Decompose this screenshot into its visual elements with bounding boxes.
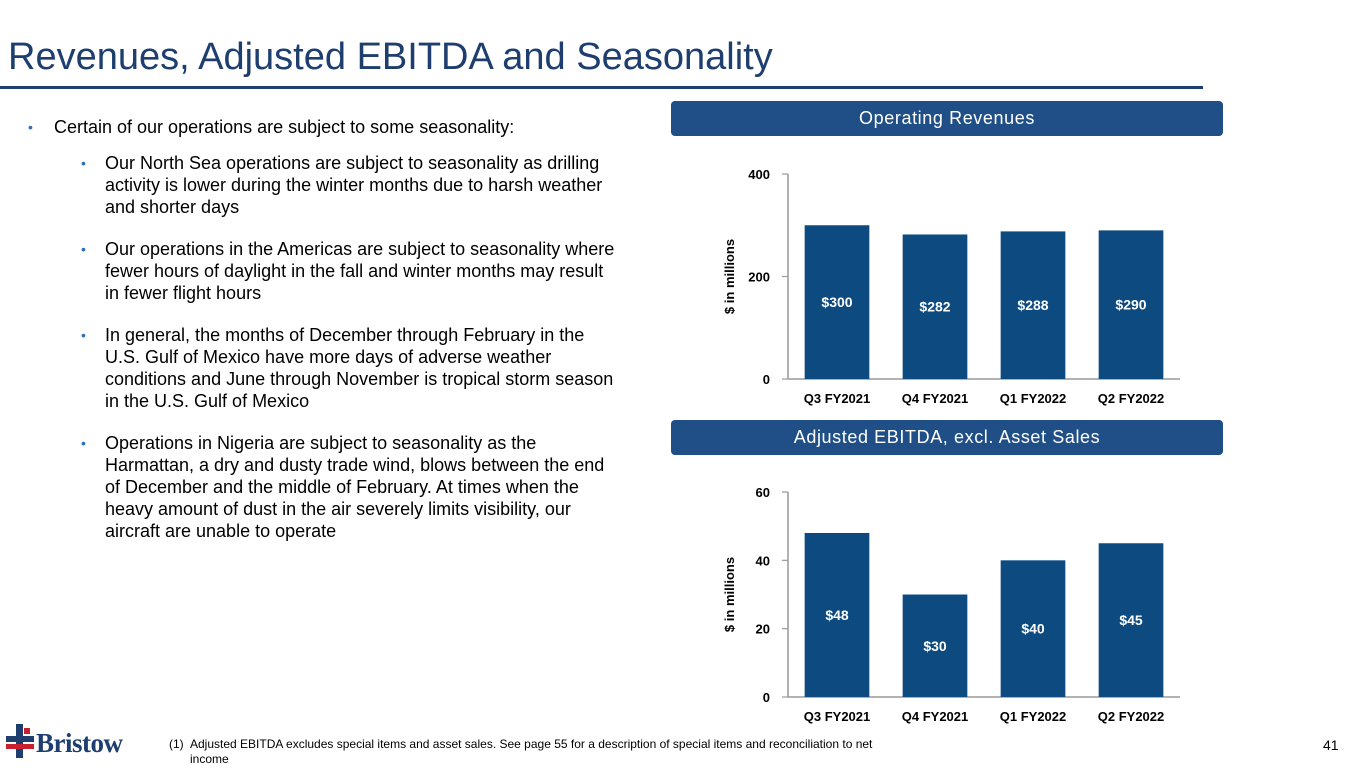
bristow-logo: Bristow: [36, 728, 123, 758]
footnote-marker: (1): [169, 737, 184, 751]
page-number: 41: [1323, 737, 1339, 753]
bar-data-label: $30: [923, 638, 947, 654]
x-tick-label: Q3 FY2021: [804, 709, 871, 724]
bullet-sub-text: Our North Sea operations are subject to …: [105, 153, 603, 217]
bullet-dot-icon: •: [28, 119, 33, 135]
bullet-main: • Certain of our operations are subject …: [28, 116, 628, 138]
bullet-main-text: Certain of our operations are subject to…: [54, 117, 515, 137]
bullet-dot-icon: •: [81, 155, 86, 171]
bullet-dot-icon: •: [81, 435, 86, 451]
footnote-text: Adjusted EBITDA excludes special items a…: [190, 737, 873, 766]
x-tick-label: Q1 FY2022: [1000, 391, 1067, 406]
bar: [804, 225, 870, 379]
bar: [1098, 543, 1164, 697]
bar: [902, 594, 968, 697]
y-tick-label: 60: [756, 485, 770, 500]
bar-data-label: $48: [825, 607, 849, 623]
bar-data-label: $288: [1017, 297, 1048, 313]
bullet-sub-text: Our operations in the Americas are subje…: [105, 239, 615, 303]
page-title: Revenues, Adjusted EBITDA and Seasonalit…: [8, 36, 773, 78]
bristow-cross-logo-icon: [6, 724, 34, 758]
bar: [1000, 560, 1066, 697]
bullet-sub-text: In general, the months of December throu…: [105, 325, 614, 411]
bar: [902, 234, 968, 379]
bar: [1098, 230, 1164, 379]
x-tick-label: Q2 FY2022: [1098, 709, 1165, 724]
bar-data-label: $290: [1115, 297, 1146, 313]
x-tick-label: Q2 FY2022: [1098, 391, 1165, 406]
footnote: (1) Adjusted EBITDA excludes special ite…: [169, 737, 909, 767]
bar: [1000, 231, 1066, 379]
y-tick-label: 400: [748, 167, 770, 182]
bullet-sub-nigeria: • Operations in Nigeria are subject to s…: [81, 432, 620, 542]
bar-data-label: $40: [1021, 621, 1045, 637]
x-tick-label: Q1 FY2022: [1000, 709, 1067, 724]
chart-header-adjusted-ebitda: Adjusted EBITDA, excl. Asset Sales: [671, 420, 1223, 455]
adjusted-ebitda-chart: 0 20 40 60 $ in millions $48 Q3 FY2021 $30 Q4 FY…: [722, 485, 1180, 724]
operating-revenues-chart: 0 200 400 $ in millions $300 Q3 FY2021 $282 Q4 …: [722, 167, 1180, 406]
chart-header-operating-revenues: Operating Revenues: [671, 101, 1223, 136]
bullet-sub-gulf-of-mexico: • In general, the months of December thr…: [81, 324, 620, 412]
y-axis-label: $ in millions: [722, 557, 737, 632]
bullet-dot-icon: •: [81, 241, 86, 257]
bullet-sub-north-sea: • Our North Sea operations are subject t…: [81, 152, 620, 218]
bullet-list: • Certain of our operations are subject …: [28, 116, 628, 562]
bullet-sub-text: Operations in Nigeria are subject to sea…: [105, 433, 605, 541]
title-divider: [0, 86, 1203, 89]
y-tick-label: 20: [756, 622, 770, 637]
y-tick-label: 0: [763, 372, 770, 387]
bar-data-label: $300: [821, 294, 852, 310]
bullet-dot-icon: •: [81, 327, 86, 343]
y-tick-label: 200: [748, 270, 770, 285]
bar-data-label: $282: [919, 299, 950, 315]
x-tick-label: Q4 FY2021: [902, 709, 969, 724]
bar: [804, 533, 870, 697]
bar-data-label: $45: [1119, 612, 1143, 628]
bullet-sub-americas: • Our operations in the Americas are sub…: [81, 238, 620, 304]
y-axis-label: $ in millions: [722, 239, 737, 314]
x-tick-label: Q4 FY2021: [902, 391, 969, 406]
y-tick-label: 0: [763, 690, 770, 705]
x-tick-label: Q3 FY2021: [804, 391, 871, 406]
y-tick-label: 40: [756, 553, 770, 568]
